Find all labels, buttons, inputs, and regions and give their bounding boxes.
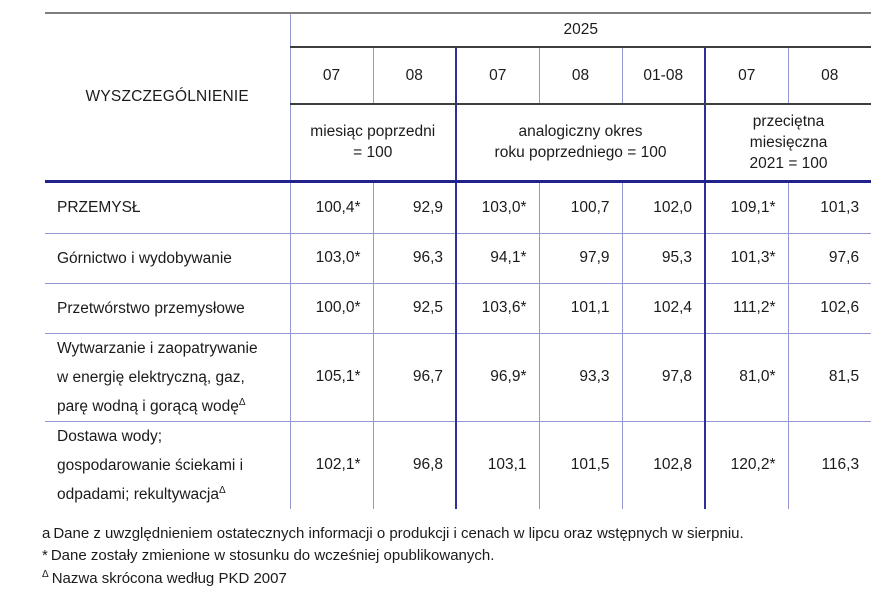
value-cell: 81,5: [787, 333, 872, 421]
value-cell: 103,1: [455, 421, 539, 509]
value-cell: 111,2*: [704, 283, 788, 333]
period-header: 01-08: [621, 47, 705, 105]
value-cell: 96,8: [372, 421, 456, 509]
value-cell: 101,1: [538, 283, 622, 333]
table-row-gornictwo: Górnictwo i wydobywanie 103,0* 96,3 94,1…: [45, 233, 872, 283]
group-header-line: miesiąc poprzedni: [310, 123, 436, 141]
footnote-marker-a: a: [42, 524, 51, 542]
value-cell: 102,0: [621, 181, 705, 233]
value-cell: 96,7: [372, 333, 456, 421]
period-header: 08: [538, 47, 622, 105]
value-cell: 103,6*: [455, 283, 539, 333]
row-label: Wytwarzanie i zaopatrywanie w energię el…: [45, 333, 290, 421]
footnote-text: Dane zostały zmienione w stosunku do wcz…: [50, 547, 495, 564]
value-cell: 101,3*: [704, 233, 788, 283]
header-row-index-base: miesiąc poprzedni = 100 analogiczny okre…: [45, 104, 872, 183]
footnote-pkd-2007: Δ Nazwa skrócona według PKD 2007: [42, 568, 893, 591]
value-cell: 95,3: [621, 233, 705, 283]
row-label: Górnictwo i wydobywanie: [45, 233, 290, 283]
period-header: 08: [787, 47, 872, 105]
period-header: 07: [455, 47, 539, 105]
group-header-line: miesięczna: [749, 133, 828, 151]
value-cell: 109,1*: [704, 181, 788, 233]
industrial-production-indices-table: WYSZCZEGÓLNIENIE 2025 07 08 07 08 01-08 …: [45, 12, 872, 509]
header-row-year: WYSZCZEGÓLNIENIE 2025: [45, 13, 872, 183]
group-header-line: 2021 = 100: [749, 154, 828, 172]
footnote-marker-asterisk: *: [42, 547, 48, 564]
row-label-text: Wytwarzanie i zaopatrywanie w energię el…: [57, 339, 258, 415]
group-header-same-period-previous-year: analogiczny okres roku poprzedniego = 10…: [455, 104, 705, 183]
value-cell: 97,9: [538, 233, 622, 283]
value-cell: 92,5: [372, 283, 456, 333]
value-cell: 103,0*: [455, 181, 539, 233]
value-cell: 100,4*: [289, 181, 373, 233]
value-cell: 97,6: [787, 233, 872, 283]
group-header-line: przeciętna: [752, 112, 825, 130]
value-cell: 100,0*: [289, 283, 373, 333]
footnote-text: Nazwa skrócona według PKD 2007: [51, 569, 287, 587]
row-label-text: PRZEMYSŁ: [57, 199, 141, 216]
statistical-bulletin-page: WYSZCZEGÓLNIENIE 2025 07 08 07 08 01-08 …: [0, 12, 893, 601]
table-row-dostawa-wody: Dostawa wody; gospodarowanie ściekami i …: [45, 421, 872, 509]
footnote-text: Dane z uwzględnieniem ostatecznych infor…: [53, 524, 744, 542]
row-label-text: Przetwórstwo przemysłowe: [57, 299, 245, 317]
group-header-line: = 100: [353, 144, 393, 162]
value-cell: 97,8: [621, 333, 705, 421]
column-header-specification: WYSZCZEGÓLNIENIE: [45, 13, 290, 183]
footnote-marker-delta: Δ: [218, 484, 226, 496]
period-header: 07: [704, 47, 788, 105]
row-label: Przetwórstwo przemysłowe: [45, 283, 290, 333]
footnote-marker-delta: Δ: [42, 568, 49, 580]
value-cell: 116,3: [787, 421, 872, 509]
group-header-line: analogiczny okres: [518, 123, 643, 141]
row-label: PRZEMYSŁ: [45, 181, 290, 233]
table-row-wytwarzanie-energii: Wytwarzanie i zaopatrywanie w energię el…: [45, 333, 872, 421]
footnote-preliminary-data: a Dane z uwzględnieniem ostatecznych info…: [42, 523, 893, 546]
column-header-year: 2025: [289, 13, 872, 48]
group-header-line: roku poprzedniego = 100: [494, 144, 667, 162]
table-row-przemysl: PRZEMYSŁ 100,4* 92,9 103,0* 100,7 102,0 …: [45, 181, 872, 233]
value-cell: 96,3: [372, 233, 456, 283]
value-cell: 103,0*: [289, 233, 373, 283]
value-cell: 102,1*: [289, 421, 373, 509]
value-cell: 96,9*: [455, 333, 539, 421]
value-cell: 120,2*: [704, 421, 788, 509]
value-cell: 102,4: [621, 283, 705, 333]
value-cell: 102,6: [787, 283, 872, 333]
footnotes: a Dane z uwzględnieniem ostatecznych info…: [42, 523, 893, 591]
footnote-marker-delta: Δ: [238, 396, 246, 408]
period-header: 08: [372, 47, 456, 105]
value-cell: 100,7: [538, 181, 622, 233]
value-cell: 81,0*: [704, 333, 788, 421]
value-cell: 102,8: [621, 421, 705, 509]
row-label-text: Dostawa wody; gospodarowanie ściekami i …: [57, 427, 244, 503]
value-cell: 101,3: [787, 181, 872, 233]
row-label: Dostawa wody; gospodarowanie ściekami i …: [45, 421, 290, 509]
value-cell: 93,3: [538, 333, 622, 421]
value-cell: 92,9: [372, 181, 456, 233]
header-row-periods: 07 08 07 08 01-08 07 08: [45, 47, 872, 105]
group-header-monthly-average-2021: przeciętna miesięczna 2021 = 100: [703, 104, 872, 183]
row-label-text: Górnictwo i wydobywanie: [57, 249, 232, 267]
value-cell: 105,1*: [289, 333, 373, 421]
value-cell: 101,5: [538, 421, 622, 509]
value-cell: 94,1*: [455, 233, 539, 283]
footnote-revised-data: * Dane zostały zmienione w stosunku do wc…: [42, 545, 893, 568]
group-header-previous-month: miesiąc poprzedni = 100: [289, 104, 456, 183]
table-row-przetworstwo: Przetwórstwo przemysłowe 100,0* 92,5 103…: [45, 283, 872, 333]
period-header: 07: [289, 47, 373, 105]
